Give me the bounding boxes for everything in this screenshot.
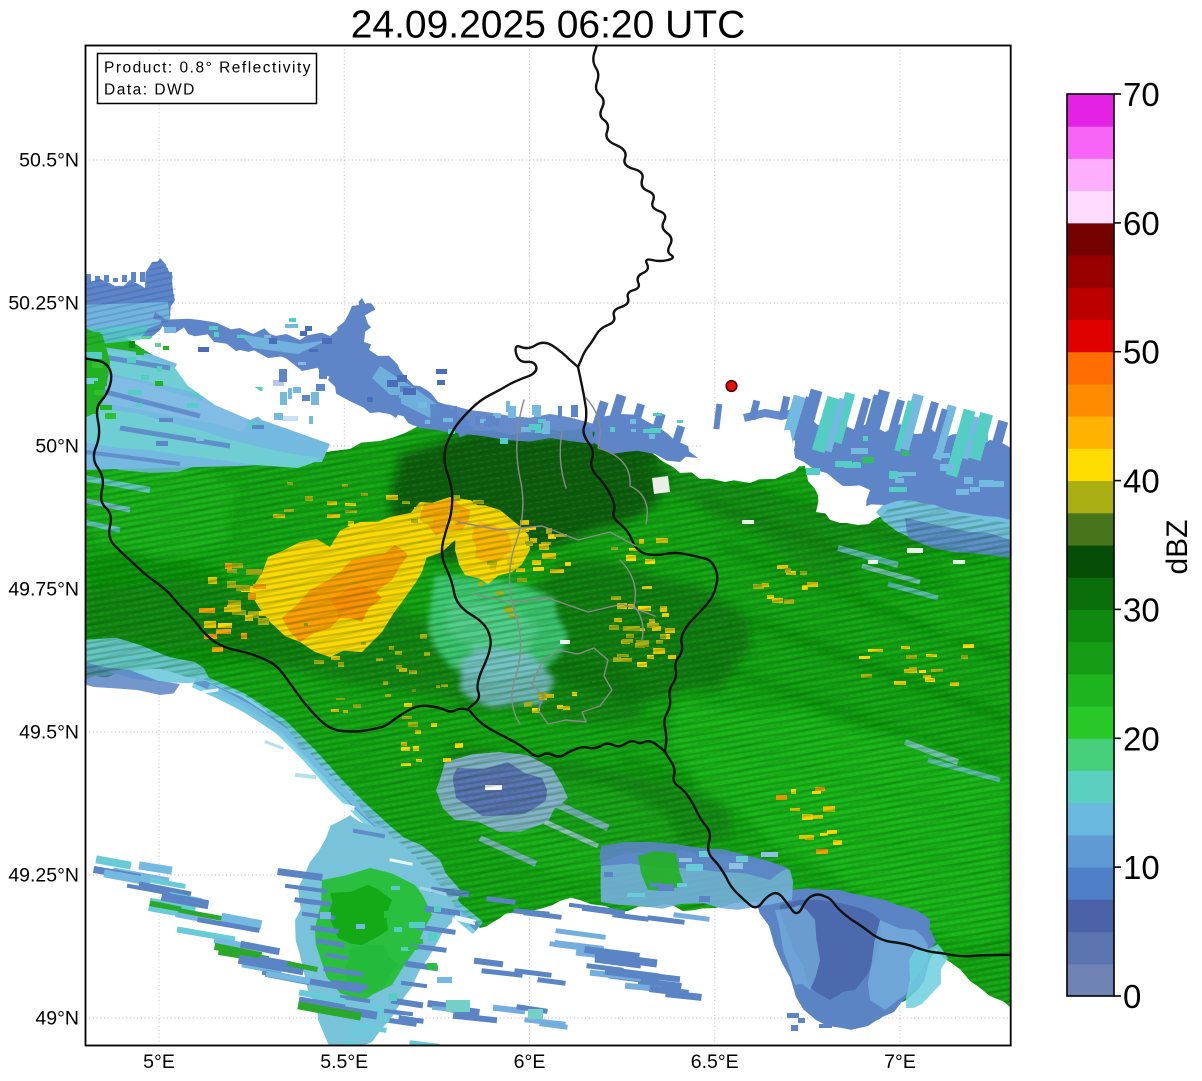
svg-text:20: 20 bbox=[1123, 720, 1160, 757]
svg-text:0: 0 bbox=[1123, 978, 1141, 1015]
svg-text:5°E: 5°E bbox=[143, 1051, 175, 1073]
svg-text:10: 10 bbox=[1123, 849, 1160, 886]
svg-text:70: 70 bbox=[1123, 76, 1160, 113]
svg-text:24.09.2025 06:20 UTC: 24.09.2025 06:20 UTC bbox=[351, 4, 746, 47]
svg-text:49.75°N: 49.75°N bbox=[8, 579, 79, 601]
svg-text:7°E: 7°E bbox=[884, 1051, 916, 1073]
svg-text:50.5°N: 50.5°N bbox=[19, 150, 79, 172]
svg-text:49°N: 49°N bbox=[35, 1008, 79, 1030]
svg-text:5.5°E: 5.5°E bbox=[320, 1051, 368, 1073]
svg-text:60: 60 bbox=[1123, 205, 1160, 242]
svg-text:49.5°N: 49.5°N bbox=[19, 722, 79, 744]
svg-text:40: 40 bbox=[1123, 463, 1160, 500]
svg-text:50°N: 50°N bbox=[35, 436, 79, 458]
svg-text:30: 30 bbox=[1123, 591, 1160, 628]
svg-text:dBZ: dBZ bbox=[1161, 519, 1194, 574]
svg-text:6°E: 6°E bbox=[514, 1051, 546, 1073]
svg-text:Product: 0.8° Reflectivity: Product: 0.8° Reflectivity bbox=[104, 60, 312, 77]
svg-text:Data: DWD: Data: DWD bbox=[104, 82, 196, 99]
svg-text:49.25°N: 49.25°N bbox=[8, 865, 79, 887]
svg-text:6.5°E: 6.5°E bbox=[691, 1051, 739, 1073]
svg-text:50: 50 bbox=[1123, 334, 1160, 371]
svg-text:50.25°N: 50.25°N bbox=[8, 293, 79, 315]
